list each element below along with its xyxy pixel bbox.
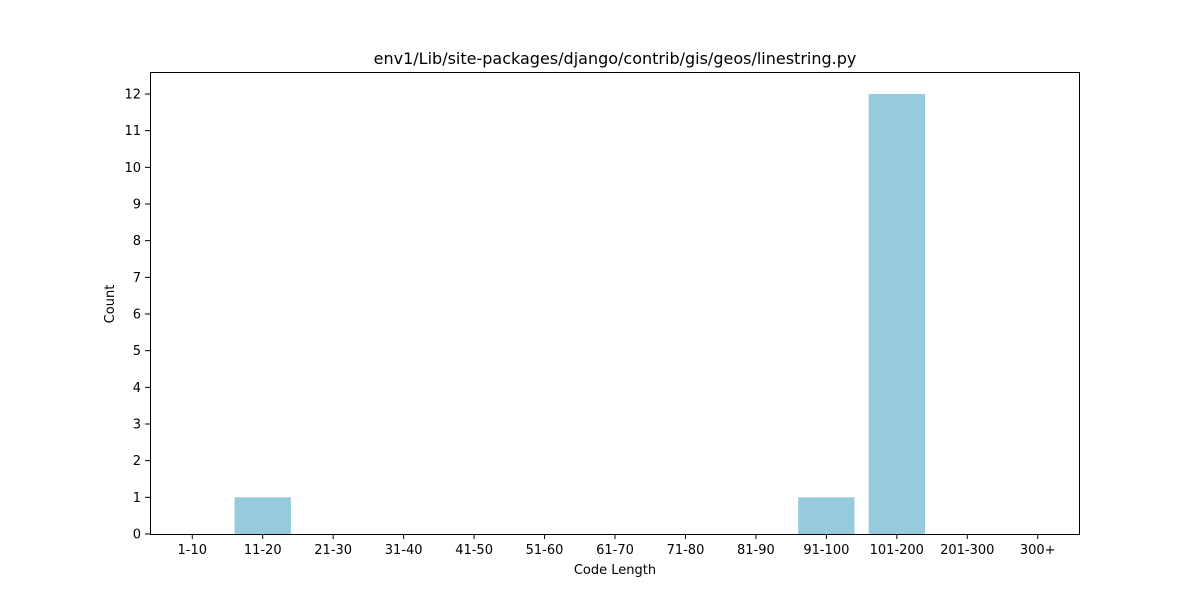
y-tick-label: 4 [133, 381, 141, 396]
y-tick-label: 6 [133, 308, 141, 323]
x-tick-label: 81-90 [737, 543, 775, 558]
y-tick-label: 11 [124, 124, 141, 139]
x-tick-label: 101-200 [870, 543, 924, 558]
y-tick-label: 9 [133, 198, 141, 213]
x-tick-label: 71-80 [667, 543, 705, 558]
x-tick-label: 1-10 [178, 543, 208, 558]
x-tick-label: 51-60 [526, 543, 564, 558]
y-tick-label: 1 [133, 491, 141, 506]
y-tick-label: 8 [133, 234, 141, 249]
y-tick-label: 10 [124, 161, 141, 176]
x-tick-label: 21-30 [314, 543, 352, 558]
x-axis-ticks: 1-10 11-20 21-30 31-40 41-50 51-60 61-70 71-80 8… [178, 534, 1056, 558]
y-tick-label: 7 [133, 271, 141, 286]
y-tick-label: 5 [133, 344, 141, 359]
bars-group [234, 94, 925, 534]
y-tick-label: 12 [124, 88, 141, 103]
x-tick-label: 91-100 [803, 543, 849, 558]
y-tick-label: 0 [133, 528, 141, 543]
x-tick-label: 41-50 [455, 543, 493, 558]
x-tick-label: 300+ [1020, 543, 1056, 558]
chart-title: env1/Lib/site-packages/django/contrib/gi… [374, 49, 857, 68]
bar-101-200 [868, 94, 925, 534]
x-axis-label: Code Length [574, 563, 656, 578]
x-tick-label: 61-70 [596, 543, 634, 558]
bar-91-100 [798, 497, 855, 534]
y-tick-label: 2 [133, 454, 141, 469]
x-tick-label: 11-20 [244, 543, 282, 558]
x-tick-label: 201-300 [940, 543, 994, 558]
y-axis-label: Count [103, 285, 118, 324]
bar-11-20 [234, 497, 291, 534]
y-tick-label: 3 [133, 418, 141, 433]
x-tick-label: 31-40 [385, 543, 423, 558]
